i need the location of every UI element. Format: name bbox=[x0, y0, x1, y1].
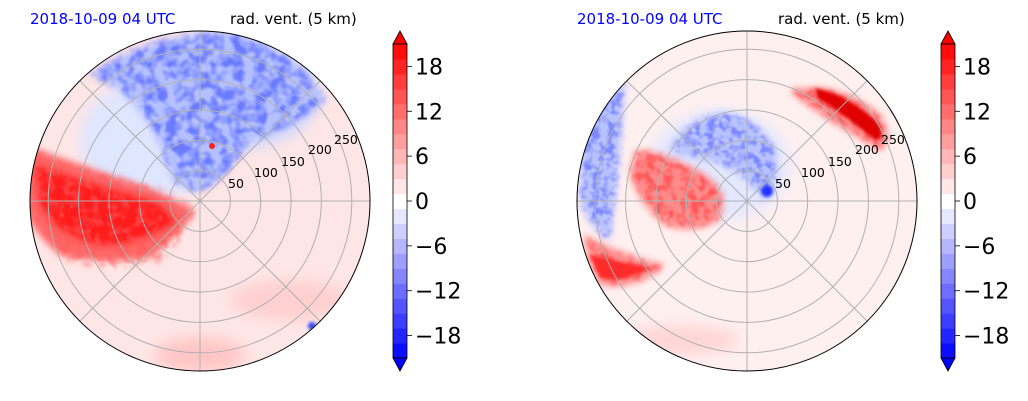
colorbar-block bbox=[941, 283, 955, 299]
colorbar-block bbox=[393, 268, 407, 284]
radial-tick-label: 250 bbox=[334, 132, 358, 147]
colorbar-tick-label: −6 bbox=[415, 235, 447, 260]
colorbar-block bbox=[393, 88, 407, 105]
colorbar-block bbox=[941, 58, 955, 75]
colorbar-block bbox=[393, 103, 407, 120]
colorbar-block bbox=[393, 208, 407, 225]
colorbar-block bbox=[393, 313, 407, 329]
colorbar-ticks: 18 12 6 0 −6 −12 −18 bbox=[407, 55, 461, 350]
colorbar-block bbox=[941, 148, 955, 165]
radial-tick-label: 100 bbox=[801, 165, 825, 180]
colorbar-block bbox=[393, 298, 407, 314]
polar-panel-left: 2018-10-09 04 UTC rad. vent. (5 km) bbox=[29, 10, 461, 372]
colorbar-tick-label: 12 bbox=[415, 100, 443, 125]
radial-tick-label: 250 bbox=[881, 132, 905, 147]
colorbar-block bbox=[941, 133, 955, 150]
colorbar-block bbox=[941, 313, 955, 329]
colorbar-tick-label: 6 bbox=[963, 145, 977, 170]
polar-panel-right: 2018-10-09 04 UTC rad. vent. (5 km) bbox=[576, 10, 1009, 372]
radial-tick-label: 150 bbox=[828, 154, 852, 169]
colorbar-tick-label: −12 bbox=[415, 280, 461, 305]
colorbar-tick-label: 12 bbox=[963, 100, 991, 125]
variable-label: rad. vent. (5 km) bbox=[778, 10, 905, 28]
colorbar-block bbox=[393, 238, 407, 254]
colorbar-block bbox=[941, 103, 955, 120]
colorbar-block bbox=[393, 118, 407, 135]
colorbar-block bbox=[393, 223, 407, 239]
colorbar-tick-label: −18 bbox=[963, 325, 1009, 350]
colorbar-right: 18 12 6 0 −6 −12 −18 bbox=[940, 30, 1009, 372]
colorbar-block bbox=[393, 148, 407, 165]
colorbar-block bbox=[941, 298, 955, 314]
radial-tick-label: 100 bbox=[254, 165, 278, 180]
colorbar-block bbox=[393, 193, 407, 210]
colorbar-ticks: 18 12 6 0 −6 −12 −18 bbox=[955, 55, 1009, 350]
colorbar-extend-min bbox=[392, 357, 408, 372]
radial-tick-label: 50 bbox=[228, 176, 244, 191]
colorbar-block bbox=[941, 268, 955, 284]
colorbar-tick-label: 18 bbox=[963, 55, 991, 80]
colorbar-tick-label: −6 bbox=[963, 235, 995, 260]
colorbar-tick-label: 6 bbox=[415, 145, 429, 170]
colorbar-tick-label: 0 bbox=[415, 190, 429, 215]
colorbar-block bbox=[941, 88, 955, 105]
colorbar-block bbox=[393, 163, 407, 180]
colorbar-tick-label: −18 bbox=[415, 325, 461, 350]
colorbar-block bbox=[393, 44, 407, 60]
colorbar-block bbox=[941, 73, 955, 90]
colorbar-tick-label: 18 bbox=[415, 55, 443, 80]
radial-tick-label: 150 bbox=[281, 154, 305, 169]
colorbar-block bbox=[941, 253, 955, 269]
colorbar-block bbox=[941, 118, 955, 135]
colorbar-block bbox=[941, 343, 955, 359]
colorbar-block bbox=[393, 73, 407, 90]
colorbar-extend-max bbox=[940, 30, 956, 45]
radial-tick-labels: 50 100 150 200 250 bbox=[228, 132, 358, 191]
time-label: 2018-10-09 04 UTC bbox=[30, 10, 176, 28]
colorbar-block bbox=[941, 328, 955, 344]
time-label: 2018-10-09 04 UTC bbox=[577, 10, 723, 28]
variable-label: rad. vent. (5 km) bbox=[230, 10, 357, 28]
colorbar-block bbox=[393, 253, 407, 269]
colorbar-block bbox=[393, 58, 407, 75]
colorbar-block bbox=[393, 343, 407, 359]
colorbar-block bbox=[941, 193, 955, 210]
radial-tick-labels: 50 100 150 200 250 bbox=[775, 132, 905, 191]
colorbar-tick-label: −12 bbox=[963, 280, 1009, 305]
colorbar-left: 18 12 6 0 −6 −12 −18 bbox=[392, 30, 461, 372]
colorbar-block bbox=[393, 328, 407, 344]
polar-grid bbox=[576, 30, 918, 372]
colorbar-block bbox=[941, 178, 955, 195]
colorbar-block bbox=[941, 163, 955, 180]
colorbar-block bbox=[393, 178, 407, 195]
colorbar-block bbox=[941, 44, 955, 60]
colorbar-block bbox=[393, 283, 407, 299]
radial-tick-label: 200 bbox=[855, 142, 879, 157]
polar-grid bbox=[29, 30, 371, 372]
colorbar-block bbox=[941, 238, 955, 254]
radial-tick-label: 200 bbox=[308, 142, 332, 157]
colorbar-block bbox=[941, 208, 955, 225]
colorbar-blocks bbox=[941, 44, 955, 359]
colorbar-extend-min bbox=[940, 357, 956, 372]
radial-tick-label: 50 bbox=[775, 176, 791, 191]
colorbar-block bbox=[941, 223, 955, 239]
colorbar-block bbox=[393, 133, 407, 150]
colorbar-extend-max bbox=[392, 30, 408, 45]
colorbar-tick-label: 0 bbox=[963, 190, 977, 215]
colorbar-blocks bbox=[393, 44, 407, 359]
